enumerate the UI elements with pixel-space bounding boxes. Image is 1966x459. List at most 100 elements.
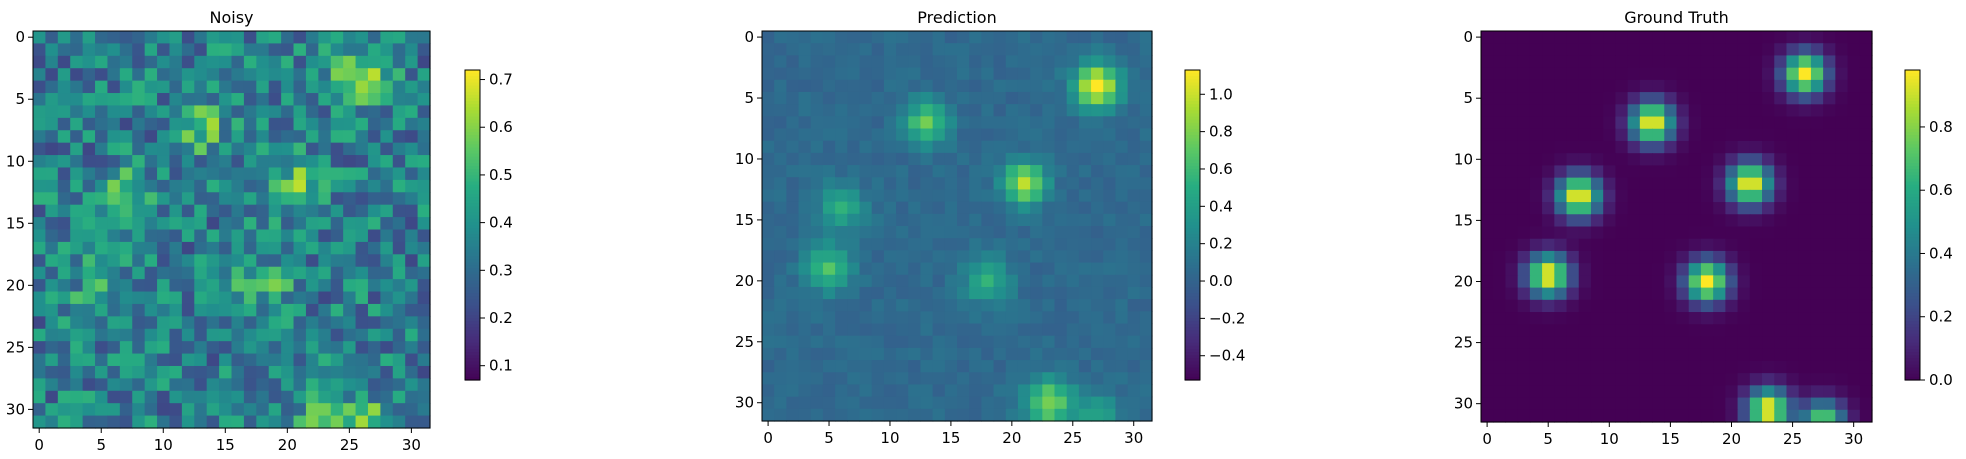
heatmap-cell [1054,372,1068,386]
heatmap-cell [1798,250,1812,264]
heatmap-cell [1139,165,1153,178]
heatmap-cell [1590,397,1604,411]
heatmap-cell [822,372,836,386]
heatmap-cell [1554,202,1568,215]
heatmap-cell [1725,238,1739,252]
heatmap-cell [82,316,96,330]
heatmap-cell [1737,324,1751,338]
heatmap-cell [1042,104,1056,117]
colorbar-segment [1185,141,1200,145]
heatmap-cell [847,408,861,422]
heatmap-cell [957,189,970,203]
colorbar-segment [465,355,480,359]
heatmap-cell [132,43,146,57]
heatmap-cell [1762,43,1775,57]
heatmap-cell [1115,323,1129,337]
heatmap-cell [847,140,861,154]
heatmap-cell [33,390,47,404]
heatmap-cell [355,167,369,181]
heatmap-cell [256,328,270,342]
heatmap-cell [417,155,431,169]
heatmap-cell [1078,67,1092,81]
heatmap-cell [380,390,394,404]
heatmap-cell [1542,79,1555,93]
heatmap-cell [1054,152,1068,166]
heatmap-cell [392,316,406,330]
colorbar-segment [1185,125,1200,130]
heatmap-cell [969,104,982,117]
colorbar-segment [1185,265,1200,269]
heatmap-cell [194,415,208,429]
heatmap-cell [822,335,836,349]
heatmap-cell [405,291,419,305]
heatmap-cell [993,128,1007,142]
x-tick-label: 10 [154,436,173,454]
heatmap-cell [107,328,121,342]
heatmap-cell [1725,263,1739,276]
heatmap-cell [798,91,812,105]
heatmap-cell [798,238,812,251]
heatmap-cell [107,241,121,255]
colorbar-segment [465,101,480,105]
heatmap-cell [1030,286,1043,300]
heatmap-cell [1603,116,1617,130]
heatmap-cell [1835,153,1849,167]
heatmap-cell [786,384,800,398]
heatmap-cell [1737,214,1751,228]
heatmap-cell [1810,226,1824,240]
heatmap-cell [908,31,922,44]
heatmap-cell [57,105,71,119]
heatmap-cell [1603,373,1617,386]
heatmap-cell [1652,385,1665,399]
heatmap-cell [1798,238,1812,252]
heatmap-cell [981,152,995,166]
heatmap-cell [1005,384,1019,398]
heatmap-cell [932,226,946,239]
heatmap-cell [1493,43,1507,57]
heatmap-cell [871,91,885,105]
heatmap-cell [343,279,357,293]
heatmap-cell [45,328,59,342]
heatmap-cell [33,266,47,280]
heatmap-cell [318,279,332,293]
heatmap-cell [256,279,270,293]
heatmap-cell [1823,348,1836,362]
heatmap-cell [1688,397,1702,411]
heatmap-cell [144,192,158,206]
colorbar-segment [465,283,480,288]
heatmap-cell [1529,263,1543,276]
heatmap-cell [256,254,270,268]
heatmap-cell [1030,55,1043,69]
heatmap-cell [169,341,183,355]
heatmap-cell [835,226,848,239]
heatmap-cell [330,80,344,94]
heatmap-cell [343,365,357,379]
heatmap-cell [1688,165,1702,179]
heatmap-cell [1615,128,1629,142]
heatmap-cell [1139,274,1153,288]
heatmap-cell [169,192,183,206]
heatmap-cell [1725,67,1739,81]
heatmap-cell [70,403,84,417]
heatmap-cell [243,155,257,169]
heatmap-cell [1091,140,1104,154]
heatmap-cell [1835,336,1849,350]
heatmap-cell [1542,373,1555,386]
heatmap-cell [194,217,208,231]
colorbar-segment [1905,200,1920,204]
heatmap-cell [405,353,419,367]
heatmap-cell [1115,79,1129,93]
heatmap-cell [847,396,861,410]
heatmap-cell [1517,312,1531,325]
heatmap-cell [896,274,909,288]
heatmap-cell [1652,397,1665,411]
heatmap-cell [231,192,245,206]
heatmap-cell [1823,299,1836,313]
heatmap-cell [1810,202,1824,215]
heatmap-cell [944,128,958,142]
heatmap-cell [871,347,885,361]
heatmap-cell [969,335,982,349]
heatmap-cell [1481,189,1494,203]
panel-title: Ground Truth [1624,8,1729,27]
